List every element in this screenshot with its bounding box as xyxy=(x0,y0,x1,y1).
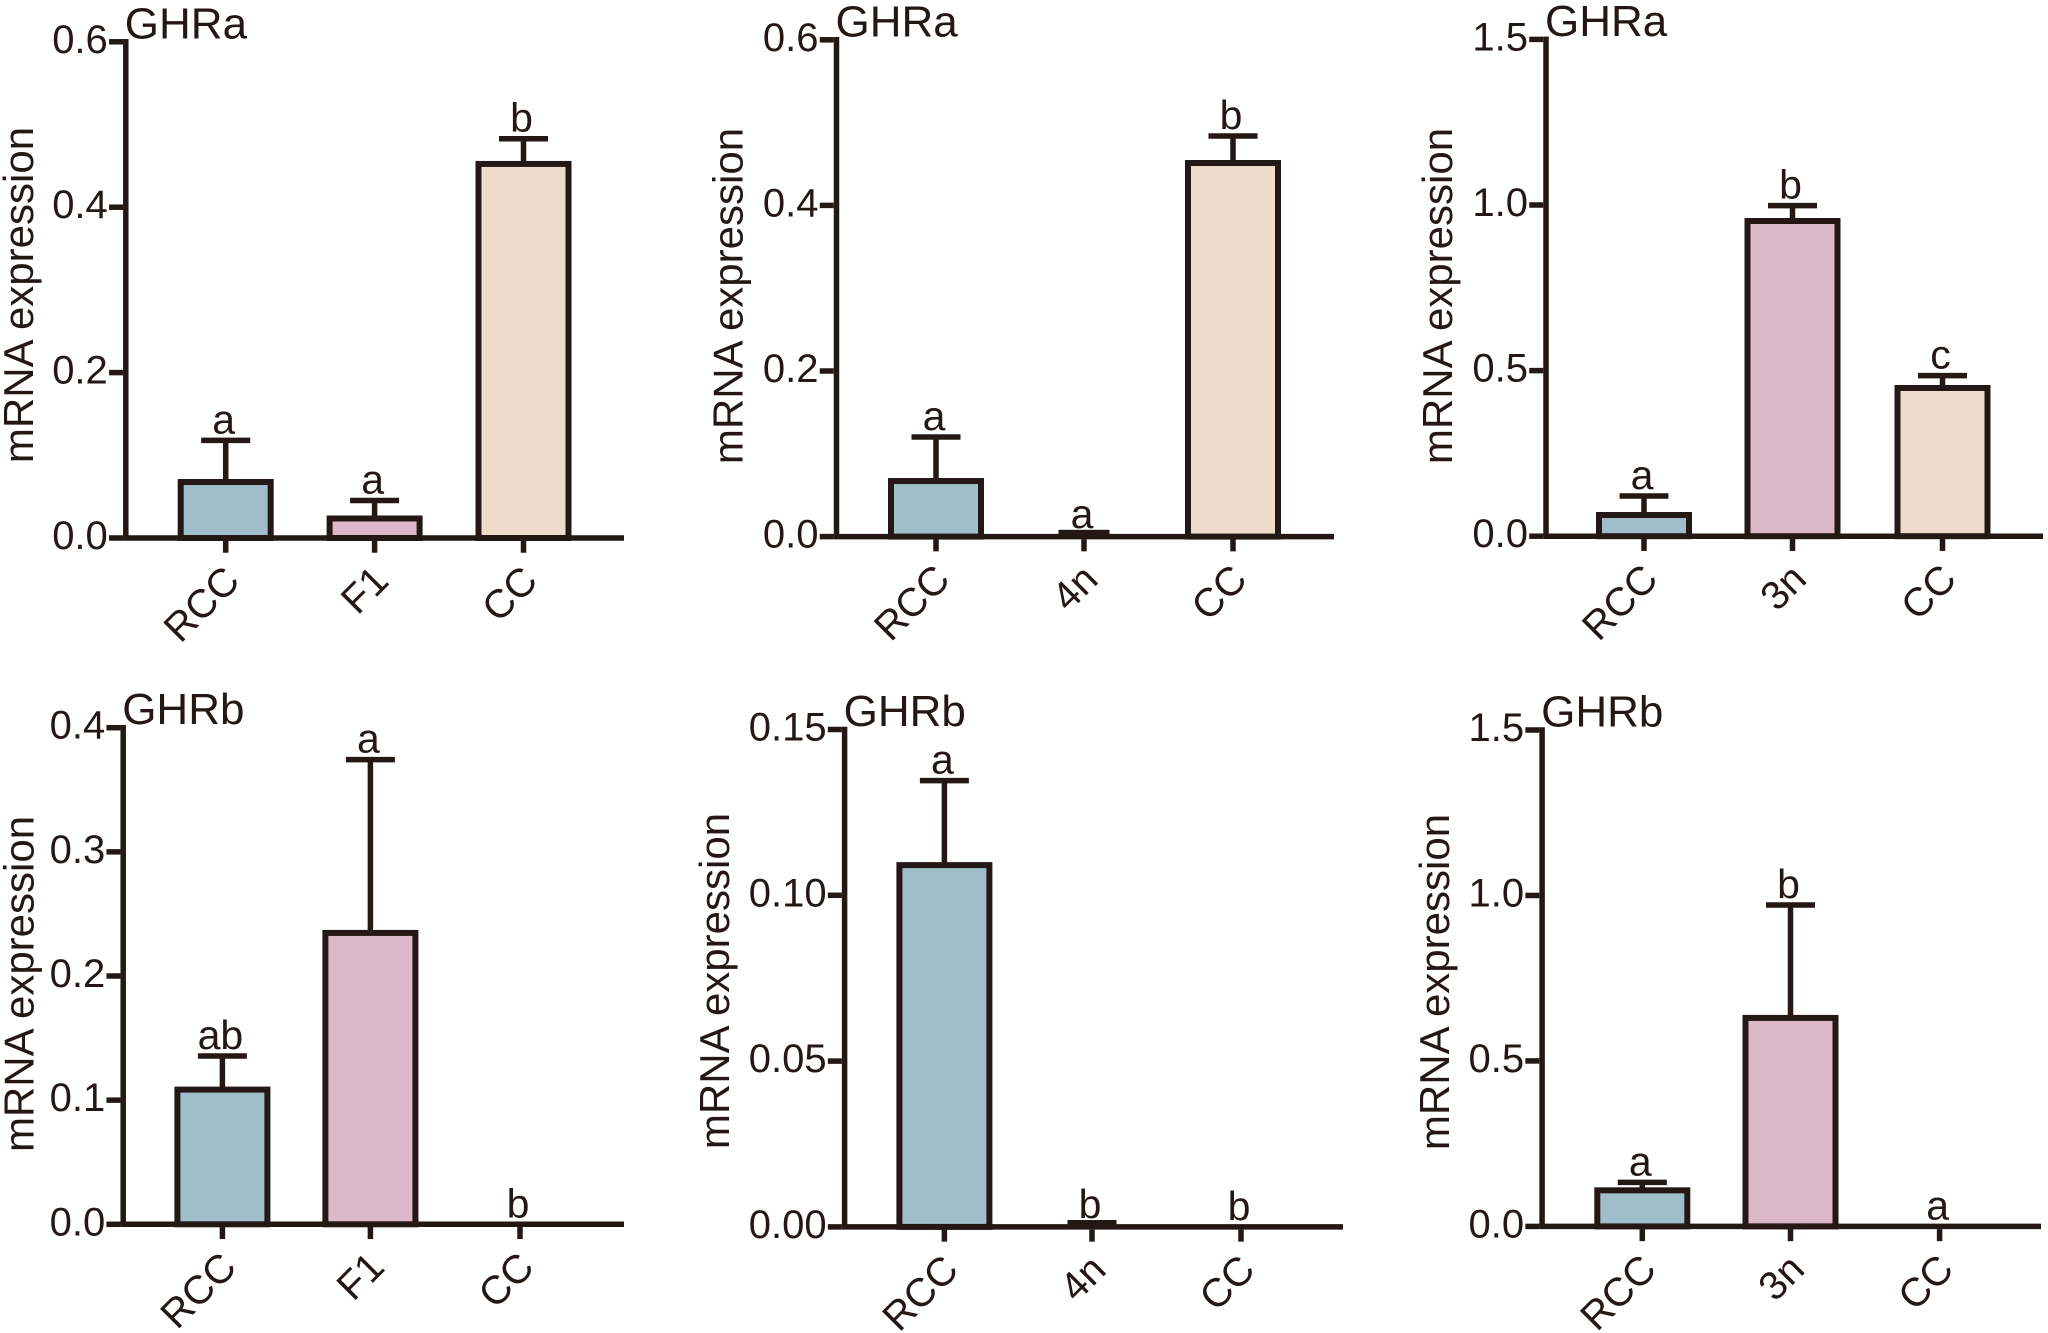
svg-text:0.10: 0.10 xyxy=(749,871,827,915)
svg-text:mRNA expression: mRNA expression xyxy=(705,128,752,464)
svg-text:mRNA expression: mRNA expression xyxy=(1411,814,1458,1150)
svg-text:b: b xyxy=(1228,1183,1251,1229)
svg-text:a: a xyxy=(923,393,946,439)
svg-text:GHRa: GHRa xyxy=(125,0,248,48)
svg-text:0.15: 0.15 xyxy=(749,706,827,750)
svg-text:0.4: 0.4 xyxy=(50,704,106,748)
svg-text:0.00: 0.00 xyxy=(749,1203,827,1247)
svg-text:a: a xyxy=(1071,491,1094,537)
svg-text:a: a xyxy=(212,396,235,442)
svg-text:0.2: 0.2 xyxy=(52,349,108,393)
svg-text:0.3: 0.3 xyxy=(50,828,106,872)
svg-text:GHRa: GHRa xyxy=(836,0,959,46)
svg-text:0.05: 0.05 xyxy=(749,1037,827,1081)
svg-text:a: a xyxy=(1926,1182,1949,1228)
svg-text:mRNA expression: mRNA expression xyxy=(0,127,42,463)
svg-text:ab: ab xyxy=(198,1012,244,1058)
svg-text:1.0: 1.0 xyxy=(1468,871,1524,915)
svg-text:a: a xyxy=(1631,452,1654,498)
svg-text:GHRb: GHRb xyxy=(122,685,244,734)
svg-text:0.6: 0.6 xyxy=(52,18,108,62)
svg-text:a: a xyxy=(1629,1138,1652,1184)
svg-text:0.0: 0.0 xyxy=(52,514,108,558)
svg-text:a: a xyxy=(357,716,380,762)
svg-text:0.4: 0.4 xyxy=(763,181,819,225)
svg-text:0.0: 0.0 xyxy=(763,513,819,557)
svg-text:b: b xyxy=(1220,92,1243,138)
svg-text:mRNA expression: mRNA expression xyxy=(1414,128,1461,464)
svg-text:0.0: 0.0 xyxy=(1472,512,1528,556)
svg-text:mRNA expression: mRNA expression xyxy=(0,816,42,1152)
svg-text:0.4: 0.4 xyxy=(52,183,108,227)
svg-text:GHRb: GHRb xyxy=(1541,688,1663,737)
svg-text:0.2: 0.2 xyxy=(763,347,819,391)
svg-text:0.0: 0.0 xyxy=(50,1200,106,1244)
svg-text:GHRb: GHRb xyxy=(844,687,966,736)
svg-text:0.6: 0.6 xyxy=(763,16,819,60)
svg-text:0.2: 0.2 xyxy=(50,952,106,996)
svg-text:a: a xyxy=(361,457,384,503)
svg-text:0.1: 0.1 xyxy=(50,1076,106,1120)
svg-text:b: b xyxy=(507,1180,530,1226)
svg-text:1.5: 1.5 xyxy=(1472,15,1528,59)
svg-text:1.5: 1.5 xyxy=(1468,706,1524,750)
svg-text:a: a xyxy=(931,737,954,783)
svg-text:mRNA expression: mRNA expression xyxy=(691,813,738,1149)
svg-text:0.0: 0.0 xyxy=(1468,1202,1524,1246)
svg-text:0.5: 0.5 xyxy=(1472,347,1528,391)
svg-text:b: b xyxy=(1079,1181,1102,1227)
svg-text:b: b xyxy=(1777,861,1800,907)
svg-text:c: c xyxy=(1930,332,1951,378)
svg-text:GHRa: GHRa xyxy=(1545,0,1668,46)
svg-text:1.0: 1.0 xyxy=(1472,181,1528,225)
svg-text:b: b xyxy=(510,95,533,141)
svg-text:b: b xyxy=(1779,162,1802,208)
svg-text:0.5: 0.5 xyxy=(1468,1037,1524,1081)
